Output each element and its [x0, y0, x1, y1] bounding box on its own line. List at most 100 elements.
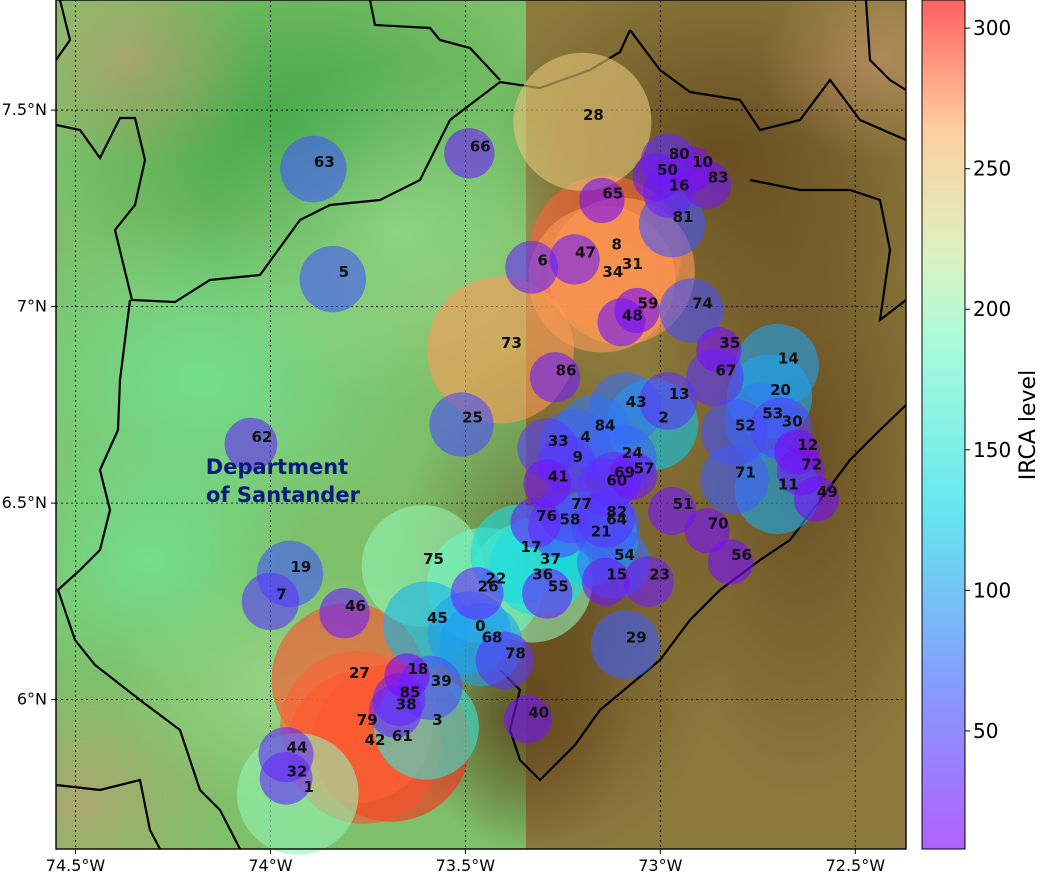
bubble-site-74	[659, 278, 724, 343]
site-label-41: 41	[548, 467, 569, 485]
site-label-45: 45	[427, 609, 448, 627]
site-label-25: 25	[462, 409, 483, 427]
site-label-68: 68	[482, 629, 503, 647]
site-label-42: 42	[365, 731, 386, 749]
colorbar-tick-label: 200	[973, 297, 1011, 321]
site-label-47: 47	[575, 243, 596, 261]
site-label-62: 62	[252, 428, 273, 446]
site-label-50: 50	[657, 161, 678, 179]
bubble-site-65	[579, 177, 625, 224]
site-label-55: 55	[548, 578, 569, 596]
site-label-43: 43	[626, 393, 647, 411]
x-tick-label: 74°W	[248, 856, 292, 875]
site-label-85: 85	[400, 684, 421, 702]
site-label-77: 77	[571, 495, 592, 513]
colorbar-label: IRCA level	[1016, 370, 1040, 480]
site-label-56: 56	[731, 546, 752, 564]
site-label-72: 72	[801, 456, 822, 474]
site-label-5: 5	[339, 263, 349, 281]
site-label-40: 40	[528, 703, 549, 721]
site-label-27: 27	[349, 664, 370, 682]
site-label-74: 74	[692, 295, 713, 313]
x-axis-ticks: 74.5°W 74°W 73.5°W 73°W 72.5°W	[46, 849, 885, 875]
site-label-64: 64	[606, 511, 627, 529]
site-label-7: 7	[276, 585, 286, 603]
site-label-0: 0	[475, 617, 485, 635]
site-label-75: 75	[423, 550, 444, 568]
y-tick-label: 7.5°N	[2, 100, 47, 119]
bubble-site-57	[609, 451, 657, 500]
site-label-29: 29	[626, 629, 647, 647]
site-label-48: 48	[622, 306, 643, 324]
bubble-site-59	[614, 287, 660, 334]
region-label-line1: Department	[206, 455, 348, 479]
site-label-35: 35	[719, 334, 740, 352]
site-label-70: 70	[708, 515, 729, 533]
site-label-36: 36	[532, 566, 553, 584]
y-axis-ticks: 6°N 6.5°N 7°N 7.5°N	[2, 100, 56, 709]
site-label-33: 33	[548, 432, 569, 450]
site-label-84: 84	[595, 416, 616, 434]
site-label-66: 66	[470, 137, 491, 155]
site-label-3: 3	[432, 711, 442, 729]
x-tick-label: 73°W	[638, 856, 682, 875]
site-label-54: 54	[614, 546, 635, 564]
site-label-1: 1	[304, 778, 314, 796]
site-label-21: 21	[591, 522, 612, 540]
site-label-51: 51	[673, 495, 694, 513]
site-label-86: 86	[556, 361, 577, 379]
bubble-site-78	[475, 631, 534, 690]
site-label-59: 59	[638, 295, 659, 313]
x-tick-label: 72.5°W	[826, 856, 886, 875]
site-label-15: 15	[606, 566, 627, 584]
site-label-79: 79	[357, 711, 378, 729]
site-label-57: 57	[634, 460, 655, 478]
bubble-site-62	[224, 417, 278, 471]
y-tick-label: 7°N	[17, 297, 47, 316]
site-label-10: 10	[692, 153, 713, 171]
colorbar-tick-label: 250	[973, 157, 1011, 181]
boundary-lines	[56, 0, 906, 849]
site-label-44: 44	[287, 739, 308, 757]
site-label-80: 80	[669, 145, 690, 163]
site-label-63: 63	[314, 153, 335, 171]
bubble-site-49	[793, 476, 839, 522]
bubble-site-12	[774, 429, 820, 475]
bubble-site-56	[707, 539, 754, 585]
site-label-26: 26	[478, 578, 499, 596]
site-label-34: 34	[602, 263, 623, 281]
site-label-11: 11	[778, 475, 799, 493]
bubble-site-15	[581, 557, 630, 606]
site-label-24: 24	[622, 444, 643, 462]
bubble-site-10	[668, 146, 715, 192]
site-label-81: 81	[673, 208, 694, 226]
bubble-site-63	[280, 135, 347, 203]
site-label-19: 19	[291, 558, 312, 576]
x-tick-label: 73.5°W	[436, 856, 496, 875]
colorbar-tick-label: 50	[973, 719, 998, 743]
region-label-line2: of Santander	[206, 483, 361, 507]
site-label-71: 71	[735, 464, 756, 482]
site-label-83: 83	[708, 169, 729, 187]
colorbar: 50 100 150 200 250 300 IRCA level	[921, 0, 1040, 850]
colorbar-gradient	[922, 0, 965, 849]
site-label-30: 30	[782, 412, 803, 430]
bubble-site-50	[632, 152, 681, 201]
bubble-site-40	[503, 695, 552, 744]
site-label-73: 73	[501, 334, 522, 352]
site-label-4: 4	[580, 428, 590, 446]
site-label-8: 8	[612, 236, 622, 254]
bubble-site-41	[523, 459, 572, 508]
site-label-78: 78	[505, 644, 526, 662]
y-tick-label: 6°N	[17, 690, 47, 709]
site-label-52: 52	[735, 416, 756, 434]
bubble-site-47	[549, 234, 600, 285]
site-label-17: 17	[521, 538, 542, 556]
site-label-32: 32	[287, 762, 308, 780]
plot-frame	[55, 0, 907, 850]
colorbar-tick-label: 300	[973, 16, 1011, 40]
site-label-9: 9	[573, 448, 583, 466]
site-label-46: 46	[345, 597, 366, 615]
site-label-39: 39	[431, 672, 452, 690]
